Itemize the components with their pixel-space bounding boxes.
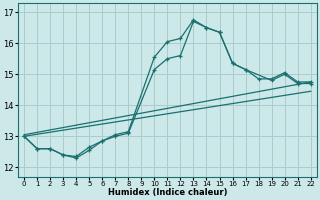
- X-axis label: Humidex (Indice chaleur): Humidex (Indice chaleur): [108, 188, 227, 197]
